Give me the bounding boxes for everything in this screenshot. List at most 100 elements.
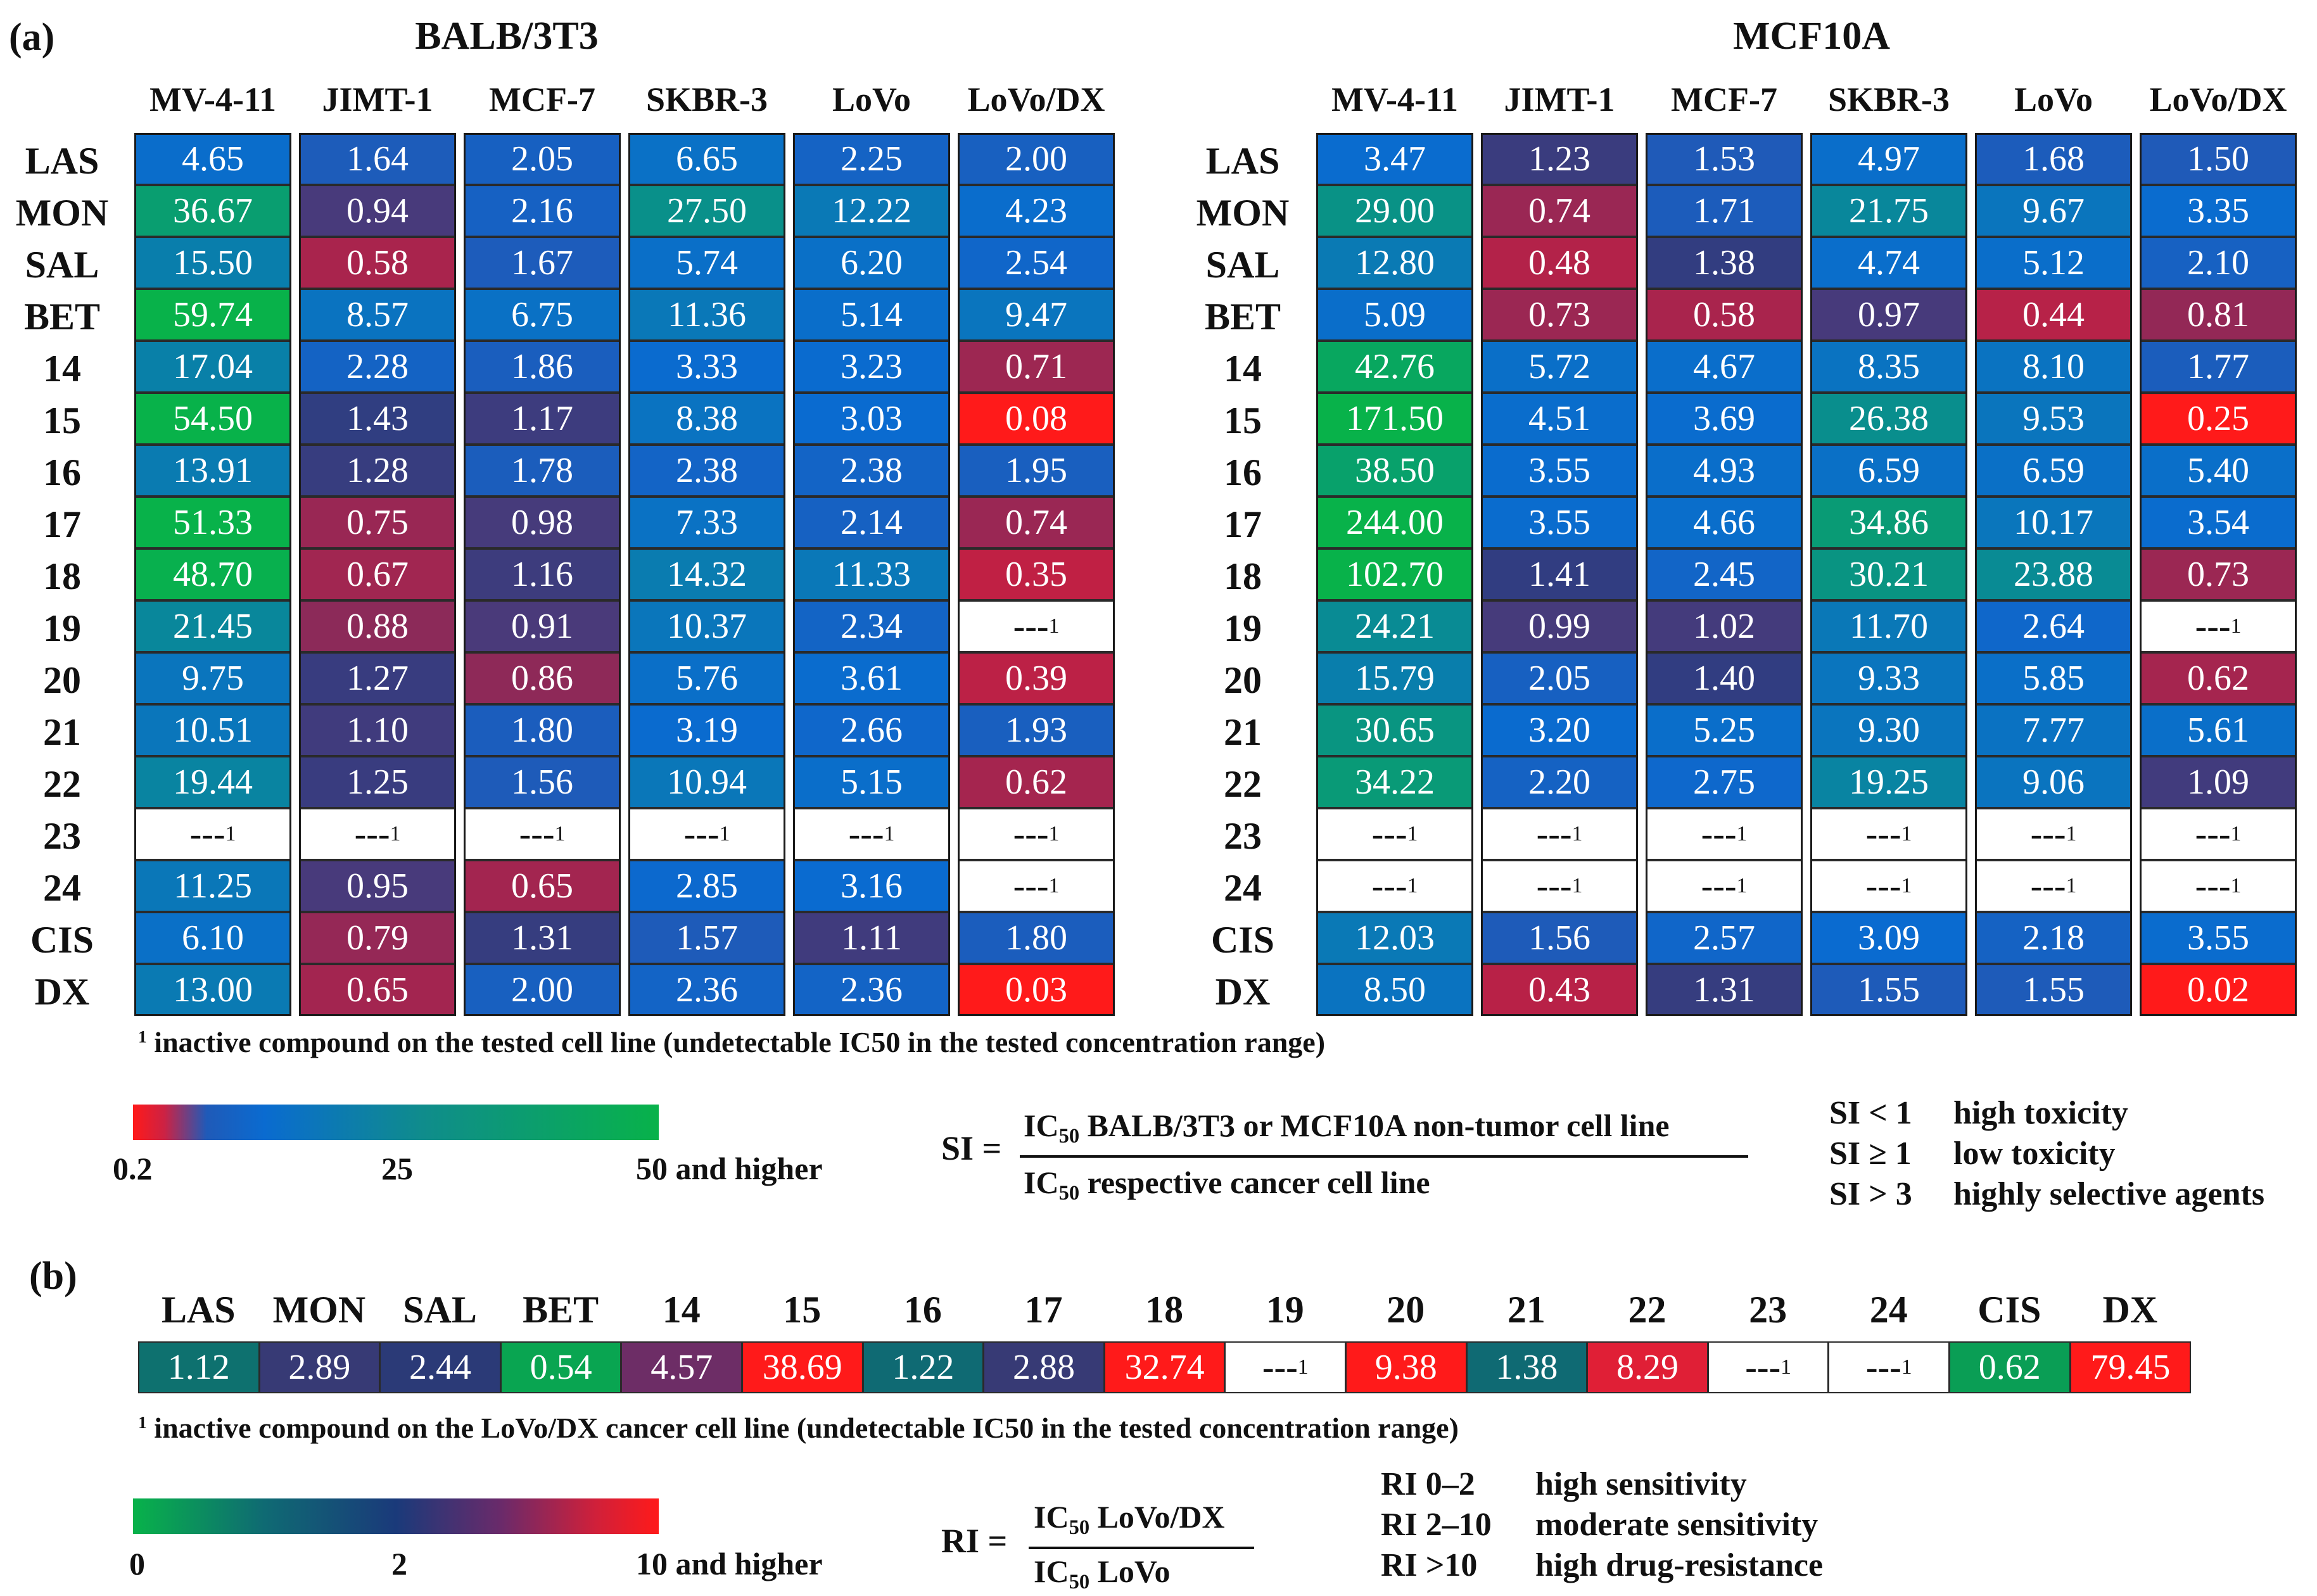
heatmap-cell: 4.23 (958, 185, 1115, 237)
heatmap-cell: 2.57 (1646, 912, 1803, 964)
heatmap-cell: 0.81 (2140, 289, 2297, 341)
heatmap-cell: 3.19 (628, 704, 785, 756)
heatmap-cell: 0.35 (958, 548, 1115, 600)
heatmap-cell: 0.95 (299, 860, 456, 912)
heatmap-cell: --- 1 (2140, 860, 2297, 912)
heatmap-cell: 0.98 (464, 497, 621, 548)
heatmap-cell: 2.64 (1975, 600, 2132, 652)
heatmap-cell: --- 1 (958, 860, 1115, 912)
ri-column-header: SAL (403, 1289, 477, 1331)
heatmap-cell: 0.73 (1481, 289, 1638, 341)
heatmap-cell: 1.43 (299, 393, 456, 445)
heatmap-cell: 1.09 (2140, 756, 2297, 808)
ri-formula-lhs: RI = (941, 1522, 1008, 1560)
panel-b-tag: (b) (29, 1255, 77, 1298)
heatmap-cell: 2.85 (628, 860, 785, 912)
heatmap-cell: 4.74 (1810, 237, 1967, 289)
heatmap-cell: 21.75 (1810, 185, 1967, 237)
ri-cell: 79.45 (2069, 1341, 2192, 1393)
heatmap-cell: 51.33 (134, 497, 291, 548)
heatmap-cell: 0.73 (2140, 548, 2297, 600)
legend-text: high toxicity (1953, 1095, 2128, 1131)
row-label: 15 (1224, 400, 1262, 441)
heatmap-cell: 3.33 (628, 341, 785, 393)
si-formula-numerator: IC50 BALB/3T3 or MCF10A non-tumor cell l… (1024, 1108, 1670, 1148)
heatmap-cell: 10.17 (1975, 497, 2132, 548)
ri-cell: 2.89 (258, 1341, 381, 1393)
row-label: 23 (1224, 815, 1262, 857)
heatmap-cell: 21.45 (134, 600, 291, 652)
row-label: 14 (1224, 348, 1262, 390)
heatmap-cell: 2.45 (1646, 548, 1803, 600)
legend-key: RI 2–10 (1381, 1507, 1492, 1543)
heatmap-cell: 12.22 (793, 185, 950, 237)
ri-column-header: 17 (1024, 1289, 1063, 1331)
ri-scale-min: 0 (129, 1546, 145, 1581)
ri-column-header: 16 (903, 1289, 942, 1331)
heatmap-cell: 29.00 (1316, 185, 1473, 237)
heatmap-cell: 1.78 (464, 445, 621, 497)
row-label: DX (1215, 971, 1271, 1013)
heatmap-cell: 8.10 (1975, 341, 2132, 393)
heatmap-cell: 1.64 (299, 133, 456, 185)
heatmap-cell: 1.80 (958, 912, 1115, 964)
legend-text: high drug-resistance (1535, 1547, 1824, 1583)
ri-cell: 0.62 (1949, 1341, 2071, 1393)
heatmap-cell: 0.03 (958, 964, 1115, 1016)
ri-cell: 0.54 (500, 1341, 622, 1393)
heatmap-cell: 23.88 (1975, 548, 2132, 600)
ri-cell: --- 1 (1707, 1341, 1829, 1393)
heatmap-cell: 0.39 (958, 652, 1115, 704)
ri-scale-mid: 2 (391, 1546, 407, 1581)
column-header: JIMT-1 (322, 80, 433, 118)
ri-cell: --- 1 (1828, 1341, 1950, 1393)
row-label: SAL (1205, 244, 1280, 286)
ri-column-header: 22 (1628, 1289, 1666, 1331)
heatmap-cell: 3.54 (2140, 497, 2297, 548)
heatmap-cell: 0.94 (299, 185, 456, 237)
heatmap-cell: --- 1 (1810, 808, 1967, 860)
legend-text: high sensitivity (1535, 1466, 1747, 1502)
heatmap-cell: 0.62 (958, 756, 1115, 808)
heatmap-cell: 2.36 (628, 964, 785, 1016)
legend-key: RI 0–2 (1381, 1466, 1475, 1502)
legend-key: SI > 3 (1829, 1176, 1912, 1212)
ri-column-header: 14 (662, 1289, 701, 1331)
row-label: 19 (1224, 607, 1262, 649)
ri-column-header: 21 (1507, 1289, 1546, 1331)
heatmap-cell: 2.00 (958, 133, 1115, 185)
row-label: MON (1196, 192, 1290, 234)
heatmap-cell: 19.44 (134, 756, 291, 808)
ri-column-header: 24 (1869, 1289, 1908, 1331)
heatmap-cell: 10.51 (134, 704, 291, 756)
heatmap-cell: 0.44 (1975, 289, 2132, 341)
heatmap-cell: --- 1 (464, 808, 621, 860)
heatmap-cell: 2.38 (628, 445, 785, 497)
ri-fraction-bar (1029, 1547, 1254, 1549)
row-label: SAL (25, 244, 99, 286)
heatmap-cell: 6.59 (1810, 445, 1967, 497)
heatmap-cell: 10.37 (628, 600, 785, 652)
heatmap-cell: 1.55 (1975, 964, 2132, 1016)
heatmap-cell: 1.11 (793, 912, 950, 964)
heatmap-cell: 102.70 (1316, 548, 1473, 600)
heatmap-cell: 4.93 (1646, 445, 1803, 497)
heatmap-cell: 8.50 (1316, 964, 1473, 1016)
heatmap-cell: 0.75 (299, 497, 456, 548)
heatmap-cell: 9.06 (1975, 756, 2132, 808)
column-header: MCF-7 (1671, 80, 1777, 118)
heatmap-cell: 5.09 (1316, 289, 1473, 341)
heatmap-cell: 1.28 (299, 445, 456, 497)
heatmap-cell: 17.04 (134, 341, 291, 393)
heatmap-cell: 1.25 (299, 756, 456, 808)
column-header: LoVo/DX (2149, 80, 2287, 118)
heatmap-cell: 0.79 (299, 912, 456, 964)
heatmap-cell: 2.25 (793, 133, 950, 185)
heatmap-cell: 2.16 (464, 185, 621, 237)
heatmap-cell: 2.66 (793, 704, 950, 756)
heatmap-cell: 1.68 (1975, 133, 2132, 185)
ri-cell: 1.22 (862, 1341, 984, 1393)
heatmap-cell: 1.80 (464, 704, 621, 756)
ri-column-header: 18 (1145, 1289, 1184, 1331)
ri-cell: 9.38 (1345, 1341, 1467, 1393)
